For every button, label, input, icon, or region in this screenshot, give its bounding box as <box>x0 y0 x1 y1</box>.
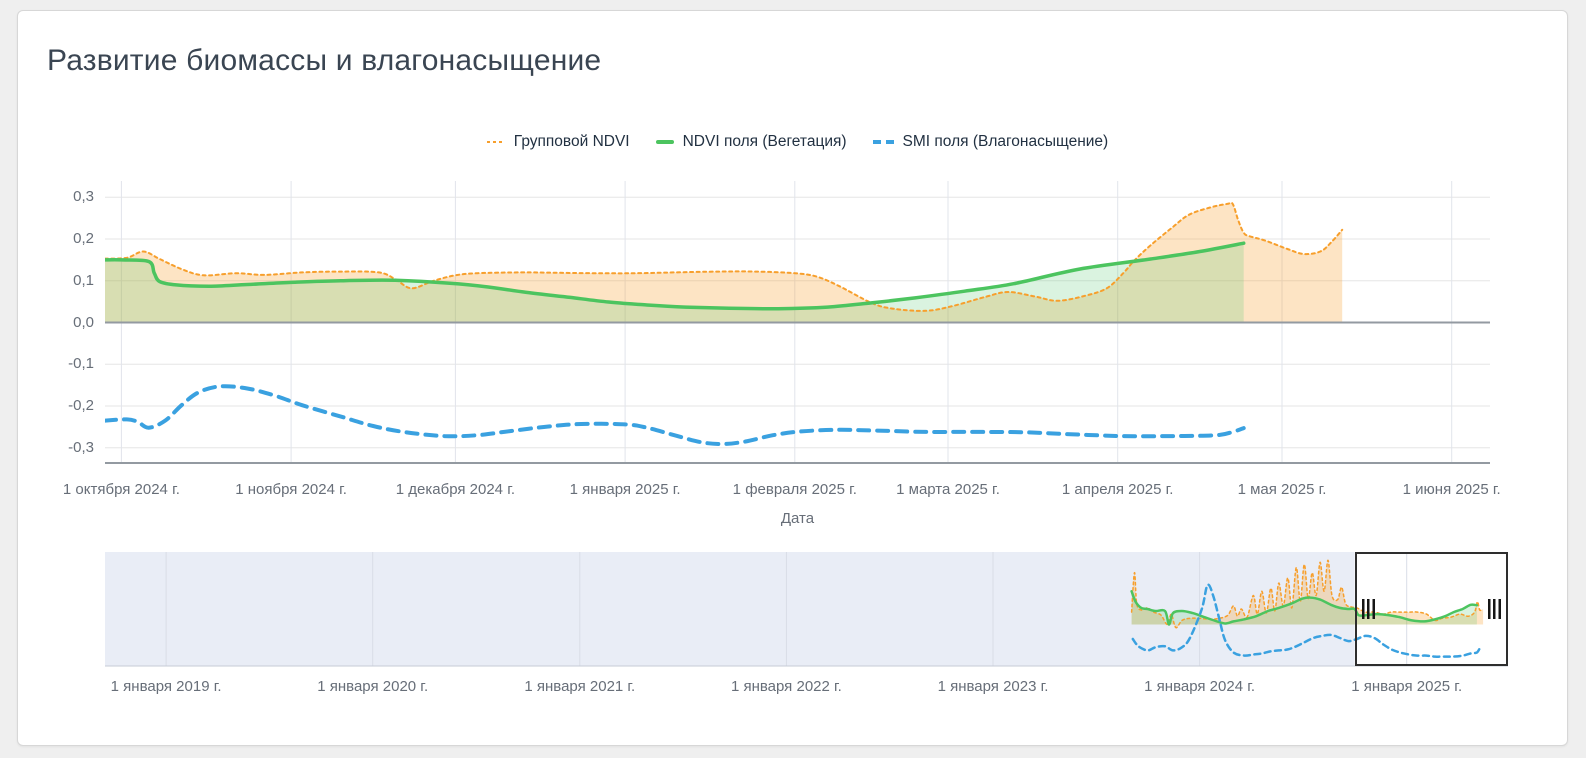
y-axis-label: -0,1 <box>68 355 94 373</box>
x-axis-label: 1 мая 2025 г. <box>1237 481 1327 498</box>
x-axis-label: 1 марта 2025 г. <box>896 481 1000 498</box>
solid-line-marker-icon <box>655 140 674 144</box>
navigator-handle-right-icon[interactable] <box>1487 599 1501 619</box>
y-axis-label: 0,0 <box>73 313 94 331</box>
x-axis-title: Дата <box>780 510 815 527</box>
x-axis-label: 1 октября 2024 г. <box>62 481 180 498</box>
main-plot-area[interactable] <box>105 181 1490 463</box>
chart-legend: Групповой NDVI NDVI поля (Вегетация) SMI п… <box>105 130 1490 154</box>
navigator-axis-label: 1 января 2021 г. <box>524 678 636 695</box>
legend-item-field-smi[interactable]: SMI поля (Влагонасыщение) <box>872 133 1109 151</box>
navigator-handle-left-icon[interactable] <box>1361 599 1375 619</box>
y-axis-label: -0,2 <box>68 397 94 414</box>
navigator-axis-label: 1 января 2025 г. <box>1351 678 1463 695</box>
navigator-axis-label: 1 января 2022 г. <box>730 678 842 695</box>
navigator-selected-range[interactable] <box>1354 552 1508 666</box>
navigator-axis-label: 1 января 2024 г. <box>1144 678 1256 695</box>
thick-dashed-line-marker-icon <box>872 140 894 144</box>
y-axis-label: -0,3 <box>68 438 94 456</box>
legend-item-field-ndvi[interactable]: NDVI поля (Вегетация) <box>655 133 847 151</box>
legend-label: SMI поля (Влагонасыщение) <box>902 133 1109 150</box>
navigator-axis-label: 1 января 2019 г. <box>110 678 222 695</box>
navigator-axis-label: 1 января 2023 г. <box>937 678 1049 695</box>
navigator[interactable] <box>105 552 1508 666</box>
dotted-line-marker-icon <box>486 141 505 143</box>
y-axis-label: 0,2 <box>73 230 94 247</box>
legend-label: NDVI поля (Вегетация) <box>682 133 847 150</box>
x-axis-label: 1 июня 2025 г. <box>1402 481 1501 498</box>
legend-item-group-ndvi[interactable]: Групповой NDVI <box>486 133 630 151</box>
x-axis-label: 1 февраля 2025 г. <box>732 481 857 498</box>
navigator-axis-label: 1 января 2020 г. <box>317 678 429 695</box>
y-axis-label: 0,3 <box>73 188 94 206</box>
y-axis-label: 0,1 <box>73 271 94 289</box>
x-axis-label: 1 апреля 2025 г. <box>1061 481 1174 498</box>
x-axis-label: 1 декабря 2024 г. <box>395 481 516 498</box>
x-axis-label: 1 ноября 2024 г. <box>235 481 347 498</box>
legend-label: Групповой NDVI <box>513 133 630 150</box>
chart-title: Развитие биомассы и влагонасыщение <box>47 44 602 77</box>
x-axis-label: 1 января 2025 г. <box>569 481 681 498</box>
